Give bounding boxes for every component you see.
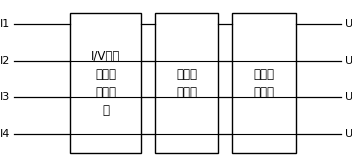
Bar (232, 13, 296, 153)
Text: I1: I1 (0, 19, 11, 29)
Bar (155, 13, 218, 153)
Text: 次级放
大模块: 次级放 大模块 (176, 68, 197, 98)
Text: U2: U2 (345, 56, 352, 66)
Text: I4: I4 (0, 129, 11, 139)
Bar (70, 13, 141, 153)
Text: I2: I2 (0, 56, 11, 66)
Text: U4: U4 (345, 129, 352, 139)
Text: 低通滤
波模块: 低通滤 波模块 (253, 68, 275, 98)
Text: U3: U3 (345, 92, 352, 102)
Text: U1: U1 (345, 19, 352, 29)
Text: I/V转换
及初级
放大模
块: I/V转换 及初级 放大模 块 (91, 49, 120, 117)
Text: I3: I3 (0, 92, 11, 102)
